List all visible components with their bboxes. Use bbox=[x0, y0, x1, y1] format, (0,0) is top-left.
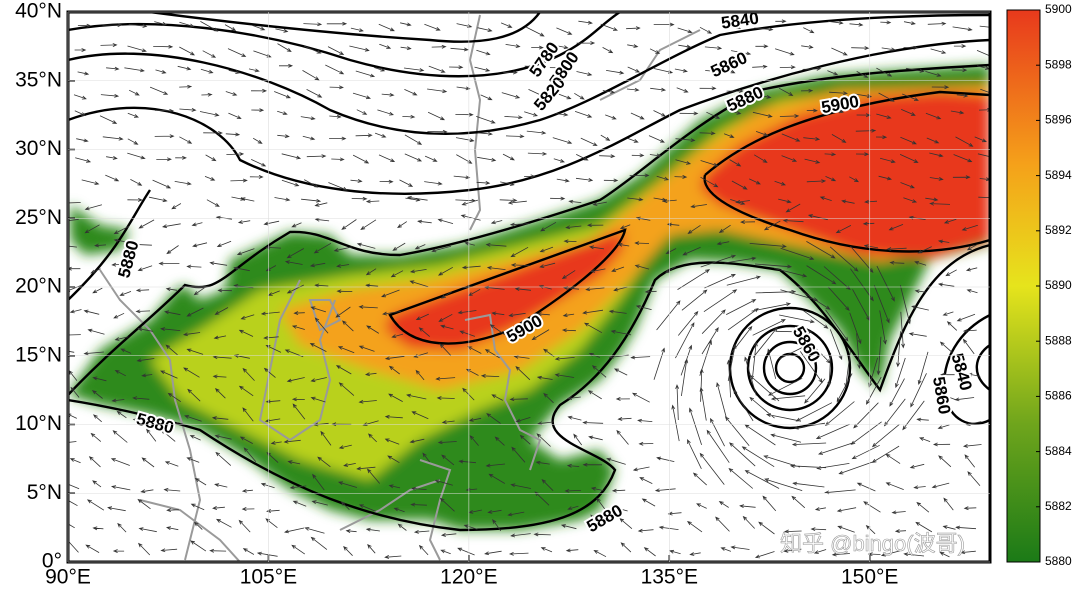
shade-green-small bbox=[70, 205, 130, 255]
y-tick-label: 25°N bbox=[15, 206, 62, 229]
x-tick-label: 105°E bbox=[240, 566, 297, 589]
y-tick-label: 20°N bbox=[15, 275, 62, 298]
colorbar-tick-label: 5882 bbox=[1045, 499, 1072, 513]
x-tick-label: 135°E bbox=[641, 566, 698, 589]
shade-red bbox=[385, 230, 625, 350]
watermark: 知乎 @bingo(波哥) bbox=[780, 531, 965, 556]
colorbar-tick-label: 5886 bbox=[1045, 389, 1072, 403]
y-tick-label: 10°N bbox=[15, 412, 62, 435]
colorbar-tick-label: 5890 bbox=[1045, 278, 1072, 292]
x-tick-label: 150°E bbox=[841, 566, 898, 589]
x-tick-label: 90°E bbox=[45, 566, 91, 589]
colorbar-tick-label: 5900 bbox=[1045, 2, 1072, 16]
colorbar-tick-label: 5892 bbox=[1045, 223, 1072, 237]
y-tick-label: 30°N bbox=[15, 137, 62, 160]
wind-arrows bbox=[68, 19, 990, 559]
colorbar-tick-label: 5884 bbox=[1045, 444, 1072, 458]
y-tick-label: 40°N bbox=[15, 0, 62, 23]
colorbar bbox=[1006, 9, 1041, 563]
colorbar-tick-label: 5898 bbox=[1045, 57, 1072, 71]
colorbar-ticks: 5880 5882 5884 5886 5888 5890 5892 5894 5896 5898… bbox=[1036, 2, 1072, 568]
colorbar-tick-label: 5896 bbox=[1045, 113, 1072, 127]
colorbar-tick-label: 5888 bbox=[1045, 333, 1072, 347]
axes: 90°E 105°E 120°E 135°E 150°E 0° 5°N 10°N 15°N 20°… bbox=[15, 0, 990, 589]
y-tick-label: 0° bbox=[42, 550, 62, 573]
colorbar-tick-label: 5894 bbox=[1045, 168, 1072, 182]
colorbar-tick-label: 5880 bbox=[1045, 554, 1072, 568]
wind-vectors bbox=[68, 19, 990, 559]
y-tick-label: 15°N bbox=[15, 343, 62, 366]
y-tick-label: 5°N bbox=[27, 481, 62, 504]
x-tick-label: 120°E bbox=[440, 566, 497, 589]
y-tick-label: 35°N bbox=[15, 68, 62, 91]
